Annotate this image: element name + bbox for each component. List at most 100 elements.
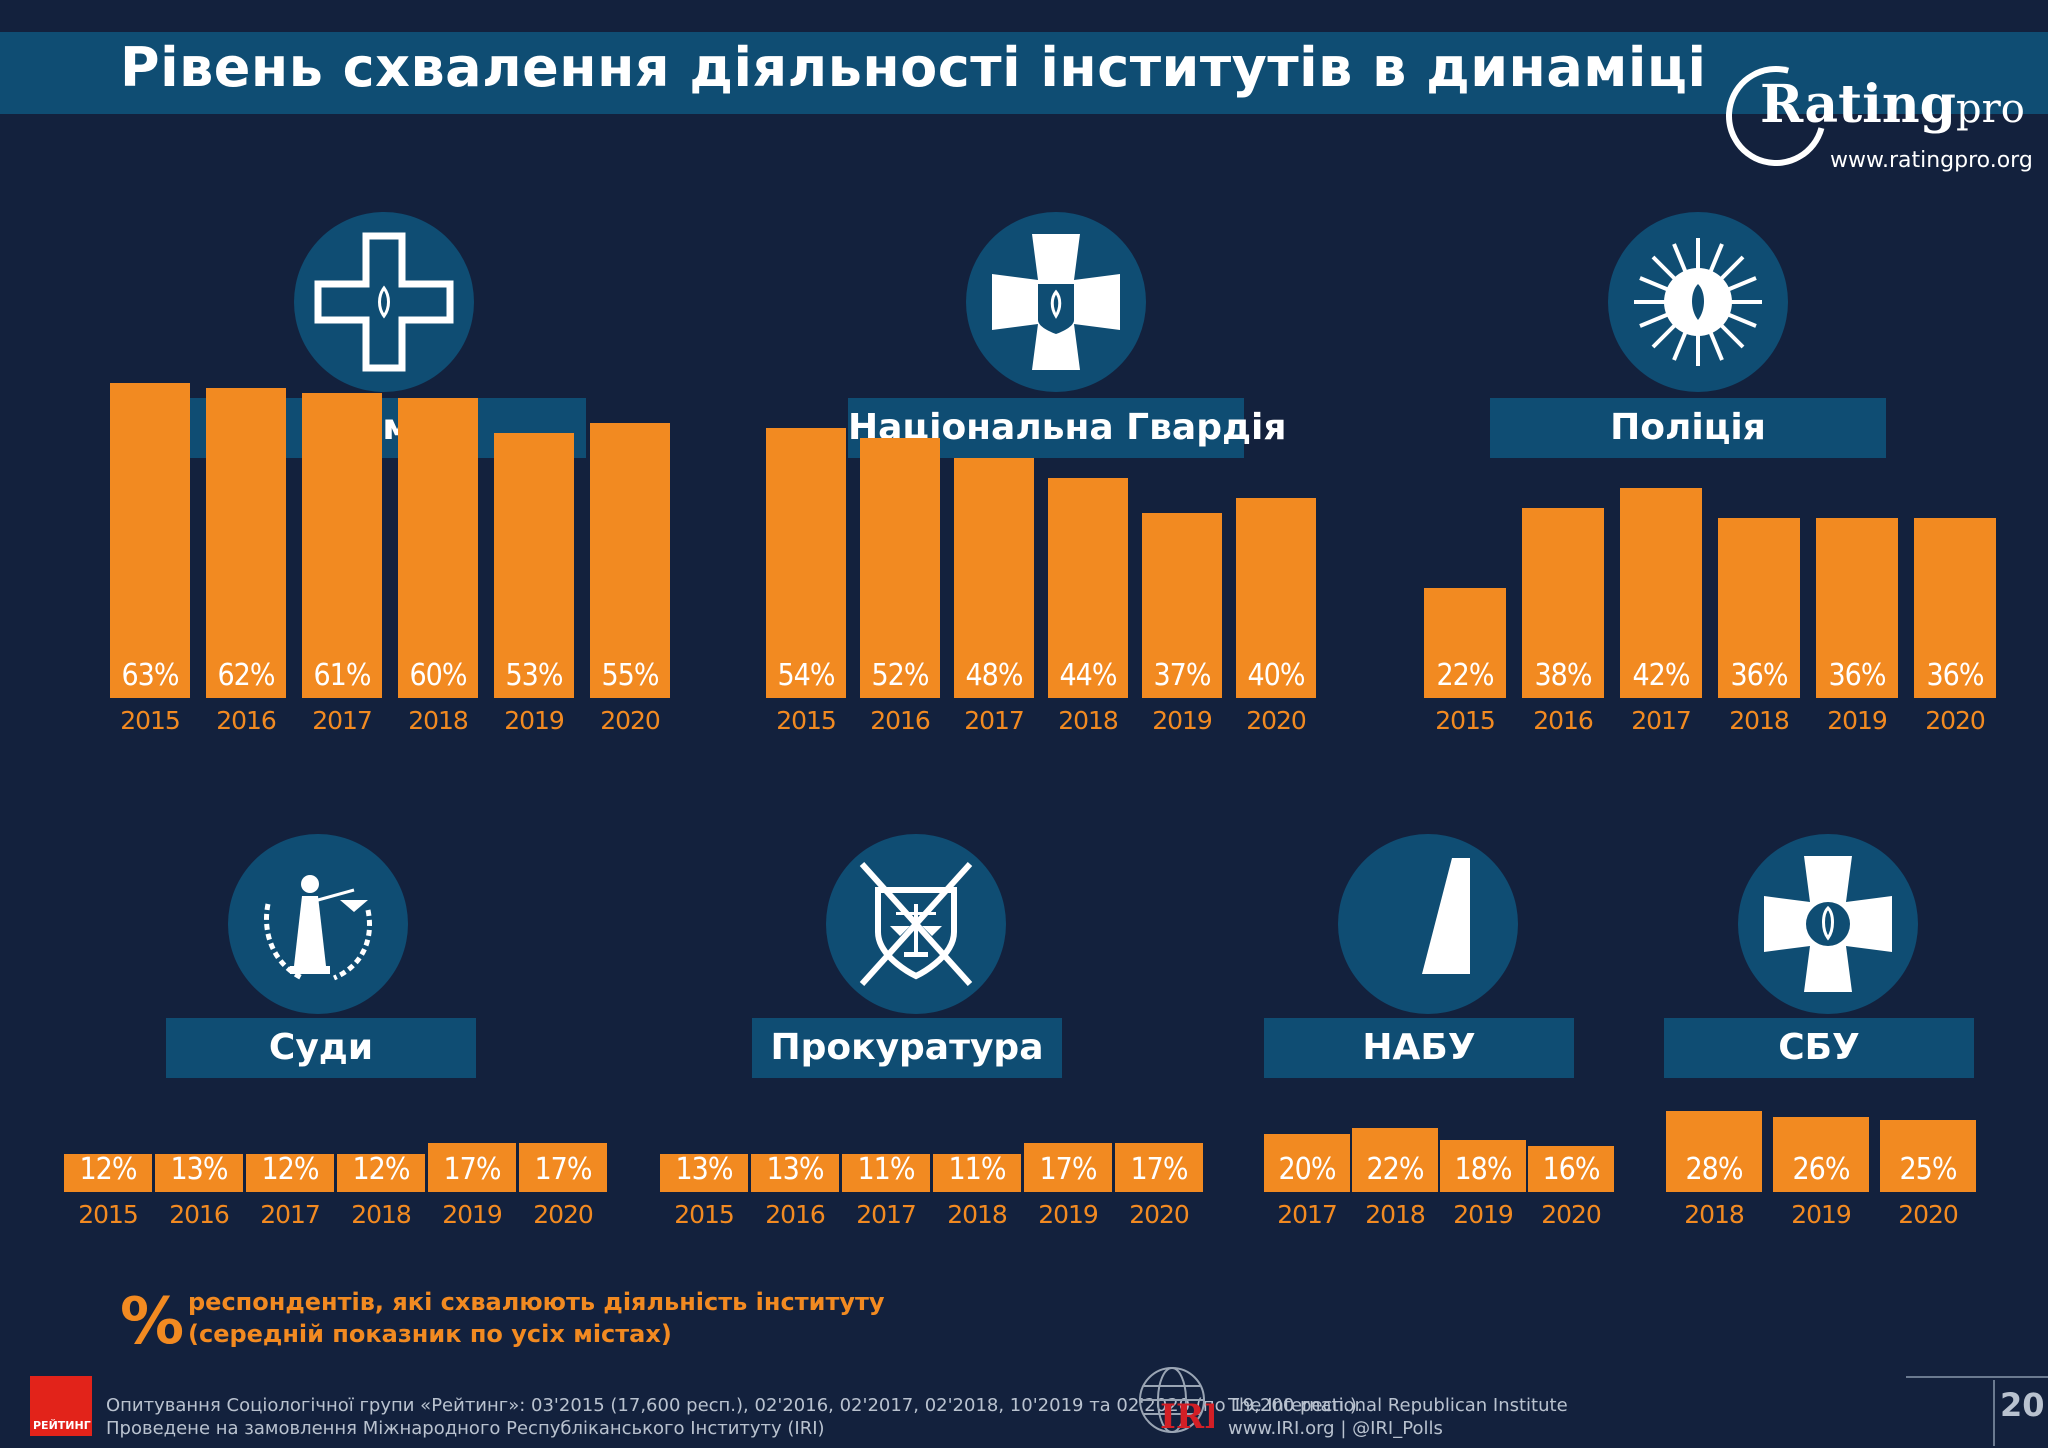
bar	[954, 458, 1034, 698]
year-tick-label: 2017	[964, 706, 1025, 735]
bar-value-label: 44%	[1059, 658, 1118, 693]
legend-line-2: (середній показник по усіх містах)	[188, 1320, 672, 1348]
legend: респондентів, які схвалюють діяльність і…	[188, 1286, 885, 1350]
bar	[1236, 498, 1316, 698]
year-tick-label: 2016	[169, 1200, 230, 1229]
ratingpro-logo: Ratingpro www.ratingpro.org	[1707, 47, 2033, 185]
year-tick-label: 2017	[1277, 1200, 1338, 1229]
page-number-divider	[1993, 1380, 1995, 1446]
page-number-rule	[1906, 1376, 2048, 1378]
legend-percent-symbol: %	[120, 1285, 185, 1359]
army-cross-icon	[294, 212, 474, 392]
bar-value-label: 22%	[1366, 1152, 1425, 1187]
bar-value-label: 11%	[948, 1152, 1007, 1187]
bar	[398, 398, 478, 698]
year-tick-label: 2020	[600, 706, 661, 735]
bar	[1718, 518, 1800, 698]
national-guard-label: Національна Гвардія	[848, 398, 1287, 458]
bar-value-label: 22%	[1436, 658, 1495, 693]
bar	[751, 1154, 839, 1192]
bar-value-label: 11%	[857, 1152, 916, 1187]
logo-brand-suffix: pro	[1956, 86, 2025, 132]
bar-value-label: 62%	[217, 658, 276, 693]
year-tick-label: 2020	[1541, 1200, 1602, 1229]
footnote-line-2: Проведене на замовлення Міжнародного Рес…	[106, 1418, 825, 1439]
year-tick-label: 2019	[1038, 1200, 1099, 1229]
bar	[1352, 1128, 1438, 1192]
page-number: 20	[2000, 1386, 2045, 1424]
sbu-cross-icon	[1738, 834, 1918, 1014]
year-tick-label: 2017	[1631, 706, 1692, 735]
bar-value-label: 13%	[675, 1152, 734, 1187]
bar-value-label: 48%	[965, 658, 1024, 693]
bar-value-label: 13%	[170, 1152, 229, 1187]
survey-footnote: Опитування Соціологічної групи «Рейтинг»…	[106, 1394, 1363, 1440]
bar-value-label: 63%	[121, 658, 180, 693]
bar-value-label: 61%	[313, 658, 372, 693]
year-tick-label: 2015	[78, 1200, 139, 1229]
iri-mark: IRI	[1160, 1397, 1214, 1437]
bar-value-label: 42%	[1632, 658, 1691, 693]
year-tick-label: 2017	[312, 706, 373, 735]
year-tick-label: 2020	[1925, 706, 1986, 735]
sbu-label: СБУ	[1664, 1018, 1974, 1078]
bar-value-label: 36%	[1926, 658, 1985, 693]
bar-value-label: 40%	[1247, 658, 1306, 693]
bar	[302, 393, 382, 698]
bar-value-label: 53%	[505, 658, 564, 693]
bar	[1620, 488, 1702, 698]
logo-brand-name: Rating	[1760, 74, 1957, 135]
bar	[1816, 518, 1898, 698]
police-star-icon	[1608, 212, 1788, 392]
bar	[1528, 1145, 1614, 1192]
year-tick-label: 2016	[1533, 706, 1594, 735]
bar	[1264, 1134, 1350, 1192]
bar	[494, 433, 574, 698]
bar-value-label: 60%	[409, 658, 468, 693]
bar-value-label: 13%	[766, 1152, 825, 1187]
bar	[1880, 1119, 1976, 1192]
bar-value-label: 17%	[1130, 1152, 1189, 1187]
year-tick-label: 2019	[1152, 706, 1213, 735]
bar-value-label: 54%	[777, 658, 836, 693]
bar	[1115, 1142, 1203, 1192]
bar	[1773, 1116, 1869, 1192]
bar-value-label: 12%	[79, 1152, 138, 1187]
year-tick-label: 2018	[947, 1200, 1008, 1229]
year-tick-label: 2018	[408, 706, 469, 735]
bar	[1914, 518, 1996, 698]
year-tick-label: 2015	[674, 1200, 735, 1229]
national-guard-cross-icon	[966, 212, 1146, 392]
bar-value-label: 16%	[1542, 1152, 1601, 1187]
title-band	[0, 32, 2048, 114]
year-tick-label: 2020	[1129, 1200, 1190, 1229]
year-tick-label: 2018	[1729, 706, 1790, 735]
bar	[110, 383, 190, 698]
bar	[766, 428, 846, 698]
bar	[660, 1154, 748, 1192]
year-tick-label: 2017	[856, 1200, 917, 1229]
logo-brand: Ratingpro	[1760, 74, 2025, 135]
iri-globe-icon: IRI	[1139, 1367, 1214, 1437]
bar	[64, 1154, 152, 1192]
year-tick-label: 2016	[765, 1200, 826, 1229]
iri-line-2: www.IRI.org | @IRI_Polls	[1228, 1418, 1443, 1439]
police-label: Поліція	[1490, 398, 1886, 458]
year-tick-label: 2019	[1453, 1200, 1514, 1229]
bar	[933, 1154, 1021, 1192]
year-tick-label: 2017	[260, 1200, 321, 1229]
nabu-emblem-icon	[1338, 834, 1518, 1014]
year-tick-label: 2020	[533, 1200, 594, 1229]
bar-value-label: 37%	[1153, 658, 1212, 693]
prosecutor-shield-icon	[826, 834, 1006, 1014]
bar-value-label: 36%	[1828, 658, 1887, 693]
bar-value-label: 52%	[871, 658, 930, 693]
bar	[1440, 1139, 1526, 1192]
justice-statue-icon	[228, 834, 408, 1014]
bar-value-label: 26%	[1792, 1152, 1851, 1187]
iri-attribution: The International Republican Institute w…	[1228, 1394, 1568, 1440]
footnote-line-1: Опитування Соціологічної групи «Рейтинг»…	[106, 1395, 1363, 1416]
bar	[1522, 508, 1604, 698]
year-tick-label: 2020	[1246, 706, 1307, 735]
bar-value-label: 38%	[1534, 658, 1593, 693]
